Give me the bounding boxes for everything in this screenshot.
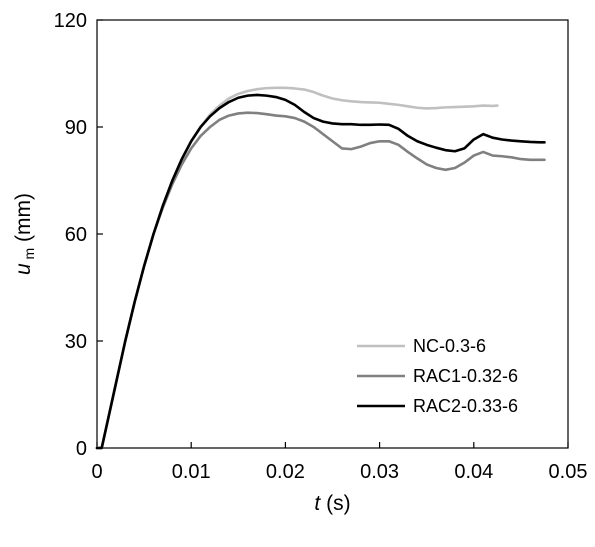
x-tick-label: 0.05 [549,461,588,483]
legend-label-3: RAC2-0.33-6 [413,396,518,416]
x-tick-label: 0.01 [172,461,211,483]
series-line-3 [95,93,546,450]
legend-label-1: NC-0.3-6 [413,336,486,356]
x-tick-label: 0 [91,461,102,483]
y-tick-label: 0 [76,438,87,460]
x-tick-label: 0.03 [360,461,399,483]
y-tick-label: 60 [65,224,87,246]
y-tick-label: 120 [54,10,87,32]
x-tick-label: 0.02 [266,461,305,483]
x-axis-label: t (s) [314,492,350,515]
legend-label-2: RAC1-0.32-6 [413,366,518,386]
y-axis-label: u m (mm) [12,193,37,275]
y-tick-label: 30 [65,331,87,353]
y-tick-label: 90 [65,117,87,139]
series-line-1 [95,86,499,450]
x-tick-label: 0.04 [454,461,493,483]
